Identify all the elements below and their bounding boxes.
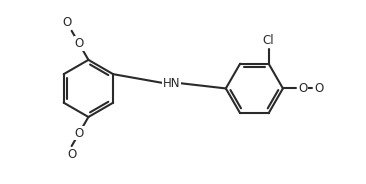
Text: HN: HN — [163, 77, 180, 90]
Text: O: O — [67, 148, 76, 161]
Text: O: O — [298, 82, 307, 95]
Text: Cl: Cl — [263, 33, 274, 47]
Text: O: O — [75, 127, 84, 139]
Text: O: O — [62, 16, 72, 29]
Text: O: O — [75, 37, 84, 50]
Text: O: O — [314, 82, 323, 95]
